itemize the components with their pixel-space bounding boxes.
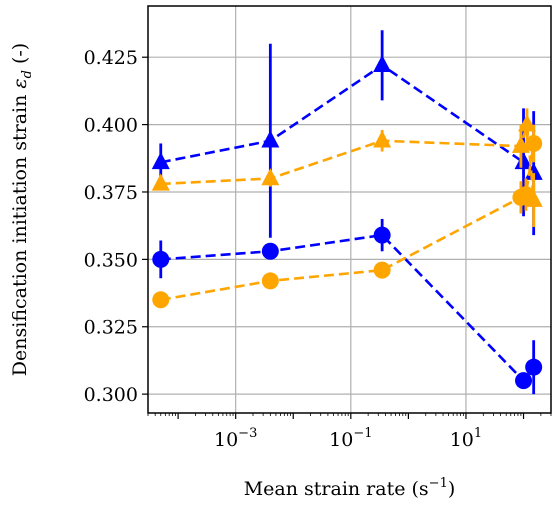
y-axis-label: Densification initiation strain εd (-): [9, 43, 35, 376]
data-point: [261, 242, 279, 260]
series-group: [151, 30, 543, 395]
data-point: [152, 250, 170, 268]
y-tick-label: 0.425: [84, 47, 138, 69]
x-tick-label: 10−3: [214, 426, 257, 451]
y-tick-label: 0.400: [84, 115, 138, 137]
data-point: [261, 168, 280, 186]
data-point: [373, 130, 392, 148]
data-point: [373, 226, 391, 244]
y-tick-label: 0.300: [84, 384, 138, 406]
series-circle-3: [152, 124, 543, 309]
grid-lines: [148, 6, 551, 413]
data-point: [151, 173, 170, 191]
series-line: [160, 63, 535, 175]
series-line: [160, 233, 535, 383]
data-point: [525, 134, 543, 152]
data-point: [518, 114, 537, 132]
y-tick-label: 0.375: [84, 182, 138, 204]
data-point: [515, 372, 533, 390]
series-line: [160, 143, 535, 302]
data-point: [525, 358, 543, 376]
series-triangle-1: [151, 108, 543, 228]
data-point: [524, 189, 543, 207]
data-point: [373, 54, 392, 73]
series-triangle-0: [151, 30, 543, 238]
x-axis-label: Mean strain rate (s−1): [244, 476, 456, 500]
series-circle-2: [152, 218, 543, 395]
data-point: [261, 272, 279, 290]
data-point: [511, 135, 530, 153]
data-point: [373, 261, 391, 279]
x-tick-label: 10−1: [329, 426, 372, 451]
data-point: [517, 186, 535, 204]
y-tick-label: 0.325: [84, 317, 138, 339]
data-point: [514, 151, 533, 170]
data-point: [152, 291, 170, 309]
series-line: [160, 124, 535, 201]
data-point: [261, 130, 280, 148]
data-point: [151, 151, 170, 170]
plot-frame: [147, 5, 552, 414]
axis-ticks: 10−3 10−1 101 0.300 0.325 0.350 0.375 0.400 0.42…: [84, 47, 552, 451]
y-tick-label: 0.350: [84, 249, 138, 271]
x-tick-label: 101: [450, 426, 482, 451]
